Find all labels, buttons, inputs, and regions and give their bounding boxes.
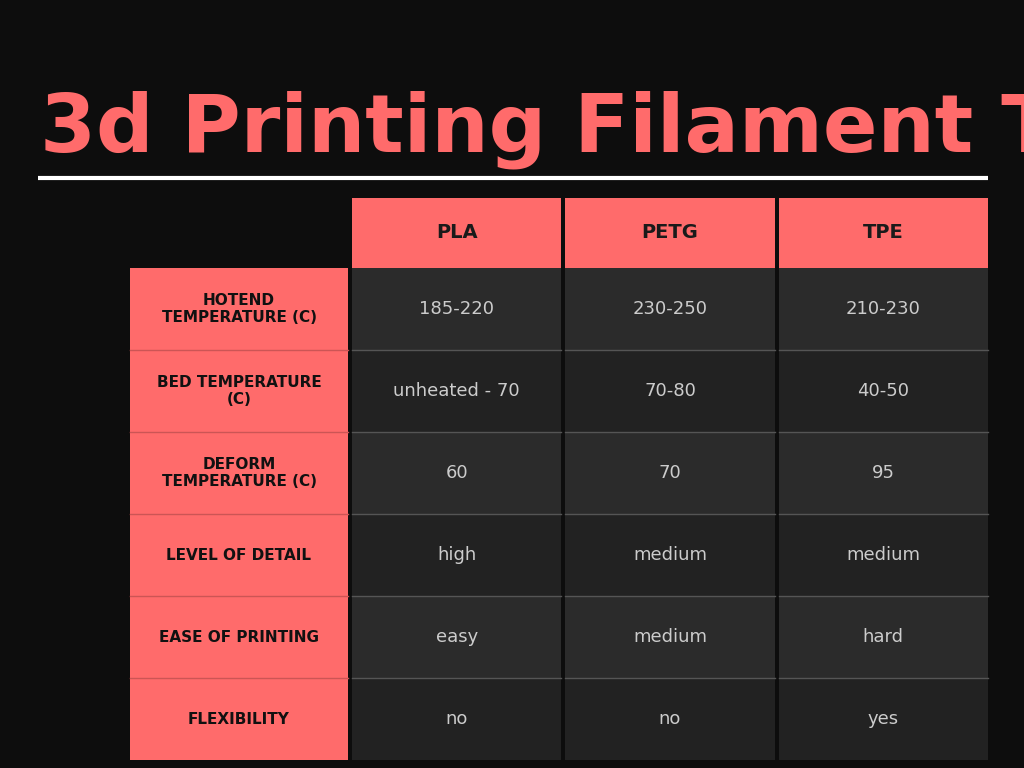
Bar [565,432,775,514]
Bar [130,268,348,760]
Text: 230-250: 230-250 [633,300,708,318]
Bar [778,268,988,350]
Bar [352,432,561,514]
Bar [565,350,775,432]
Bar [778,198,988,268]
Text: 70: 70 [658,464,681,482]
Text: HOTEND
TEMPERATURE (C): HOTEND TEMPERATURE (C) [162,293,316,325]
Text: 3d Printing Filament Types: 3d Printing Filament Types [40,91,1024,169]
Text: BED TEMPERATURE
(C): BED TEMPERATURE (C) [157,375,322,407]
Text: FLEXIBILITY: FLEXIBILITY [188,711,290,727]
Bar [778,596,988,678]
Bar [565,268,775,350]
Bar [778,432,988,514]
Text: TPE: TPE [863,223,904,243]
Text: 60: 60 [445,464,468,482]
Bar [352,350,561,432]
Text: yes: yes [867,710,899,728]
Bar [778,514,988,596]
Bar [565,678,775,760]
Text: high: high [437,546,476,564]
Bar [778,678,988,760]
Bar [565,596,775,678]
Bar [352,198,561,268]
Bar [778,350,988,432]
Text: 185-220: 185-220 [419,300,495,318]
Text: EASE OF PRINTING: EASE OF PRINTING [159,630,319,644]
Text: PLA: PLA [436,223,477,243]
Bar [352,514,561,596]
Text: PETG: PETG [642,223,698,243]
Text: medium: medium [846,546,921,564]
Text: unheated - 70: unheated - 70 [393,382,520,400]
Bar [352,678,561,760]
Text: LEVEL OF DETAIL: LEVEL OF DETAIL [167,548,311,562]
Text: no: no [445,710,468,728]
Text: hard: hard [863,628,904,646]
Text: 210-230: 210-230 [846,300,921,318]
Bar [565,198,775,268]
Text: 70-80: 70-80 [644,382,696,400]
Text: medium: medium [633,546,707,564]
Bar [352,596,561,678]
Bar [352,268,561,350]
Text: 40-50: 40-50 [857,382,909,400]
Text: medium: medium [633,628,707,646]
Text: no: no [658,710,681,728]
Text: easy: easy [435,628,478,646]
Text: DEFORM
TEMPERATURE (C): DEFORM TEMPERATURE (C) [162,457,316,489]
Bar [565,514,775,596]
Text: 95: 95 [871,464,895,482]
